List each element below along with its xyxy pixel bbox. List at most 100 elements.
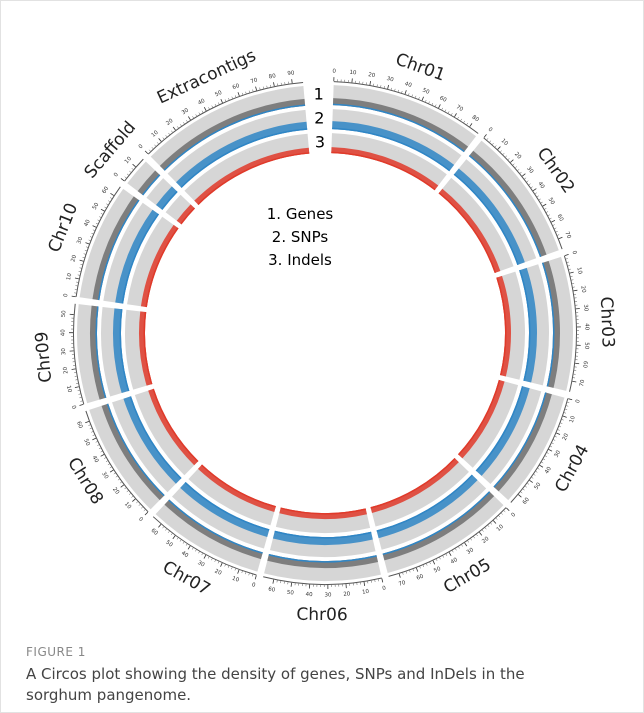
minor-tick xyxy=(429,562,431,565)
tick-label: 10 xyxy=(575,267,583,276)
minor-tick xyxy=(79,267,82,269)
track-base xyxy=(143,311,153,385)
tick-mark xyxy=(237,92,240,97)
tick-label: 60 xyxy=(75,421,83,430)
tick-label: 0 xyxy=(332,69,336,75)
track-band xyxy=(188,464,276,526)
minor-tick xyxy=(461,544,463,547)
minor-tick xyxy=(515,166,517,168)
minor-tick xyxy=(495,517,498,520)
minor-tick xyxy=(546,211,549,213)
tick-mark xyxy=(539,464,544,468)
track-band xyxy=(127,161,161,196)
track-number: 3 xyxy=(315,133,325,152)
minor-tick xyxy=(551,442,554,444)
segment-label: Chr04 xyxy=(551,441,593,496)
minor-tick xyxy=(115,475,118,478)
minor-tick xyxy=(214,103,217,106)
minor-tick xyxy=(157,142,159,144)
tick-mark xyxy=(464,542,468,547)
minor-tick xyxy=(126,490,129,493)
tick-label: 20 xyxy=(343,591,351,598)
minor-tick xyxy=(412,569,414,572)
tick-mark xyxy=(532,188,537,192)
tick-mark xyxy=(188,116,191,121)
track-base xyxy=(142,174,161,196)
track-density xyxy=(194,147,310,205)
minor-tick xyxy=(89,427,92,430)
segment-label: Chr08 xyxy=(63,454,107,508)
track-base xyxy=(268,554,377,563)
minor-tick xyxy=(141,506,143,509)
segment-label: Chr03 xyxy=(596,296,618,348)
minor-tick xyxy=(428,101,430,104)
minor-tick xyxy=(517,169,520,171)
minor-tick xyxy=(503,510,506,513)
minor-tick xyxy=(444,109,447,112)
legend-item: 1. Genes xyxy=(267,205,334,223)
track-band xyxy=(146,178,178,210)
minor-tick xyxy=(177,126,179,129)
tick-label: 0 xyxy=(113,172,120,179)
minor-tick xyxy=(227,565,230,568)
tick-mark xyxy=(71,368,76,370)
minor-tick xyxy=(97,444,100,446)
minor-tick xyxy=(88,239,91,241)
tick-mark xyxy=(290,582,293,587)
minor-tick xyxy=(490,522,493,525)
minor-tick xyxy=(528,183,531,186)
minor-tick xyxy=(559,426,562,428)
minor-tick xyxy=(186,120,188,123)
tick-mark xyxy=(562,415,567,418)
track-density xyxy=(176,121,308,188)
tick-label: 10 xyxy=(496,523,506,532)
tick-mark xyxy=(203,107,207,111)
tick-mark xyxy=(510,159,514,163)
minor-tick xyxy=(460,118,462,121)
tick-mark xyxy=(548,449,553,452)
tick-mark xyxy=(381,578,384,583)
minor-tick xyxy=(538,198,541,201)
tick-label: 0 xyxy=(70,405,77,411)
tick-label: 80 xyxy=(471,114,481,123)
tick-label: 60 xyxy=(556,214,565,223)
minor-tick xyxy=(207,556,210,559)
minor-tick xyxy=(566,261,569,263)
tick-mark xyxy=(291,79,293,84)
minor-tick xyxy=(405,571,407,574)
minor-tick xyxy=(170,533,173,536)
minor-tick xyxy=(519,171,522,174)
minor-tick xyxy=(466,122,469,125)
tick-mark xyxy=(272,579,275,584)
tick-label: 10 xyxy=(150,129,160,138)
minor-tick xyxy=(110,197,112,199)
tick-label: 50 xyxy=(583,342,589,350)
minor-tick xyxy=(439,557,441,560)
minor-tick xyxy=(470,538,472,541)
tick-mark xyxy=(564,253,569,256)
tick-mark xyxy=(172,535,176,540)
tick-mark xyxy=(158,524,162,528)
minor-tick xyxy=(208,107,210,110)
tick-label: 0 xyxy=(487,127,494,134)
minor-tick xyxy=(476,534,478,537)
segment-label: Chr05 xyxy=(440,555,494,598)
minor-tick xyxy=(552,224,555,226)
tick-mark xyxy=(92,225,97,228)
minor-tick xyxy=(154,144,156,147)
tick-label: 10 xyxy=(124,156,133,166)
tick-mark xyxy=(144,511,149,516)
tick-mark xyxy=(529,479,533,483)
minor-tick xyxy=(228,97,230,101)
minor-tick xyxy=(520,491,523,494)
minor-tick xyxy=(473,536,475,539)
minor-tick xyxy=(543,458,546,461)
minor-tick xyxy=(180,124,182,127)
tick-mark xyxy=(469,123,473,127)
minor-tick xyxy=(568,268,571,270)
tick-mark xyxy=(363,581,366,586)
segment-label: Chr01 xyxy=(393,50,448,86)
tick-label: 40 xyxy=(305,592,313,598)
minor-tick xyxy=(92,229,95,231)
segment-label: Chr06 xyxy=(296,605,347,626)
